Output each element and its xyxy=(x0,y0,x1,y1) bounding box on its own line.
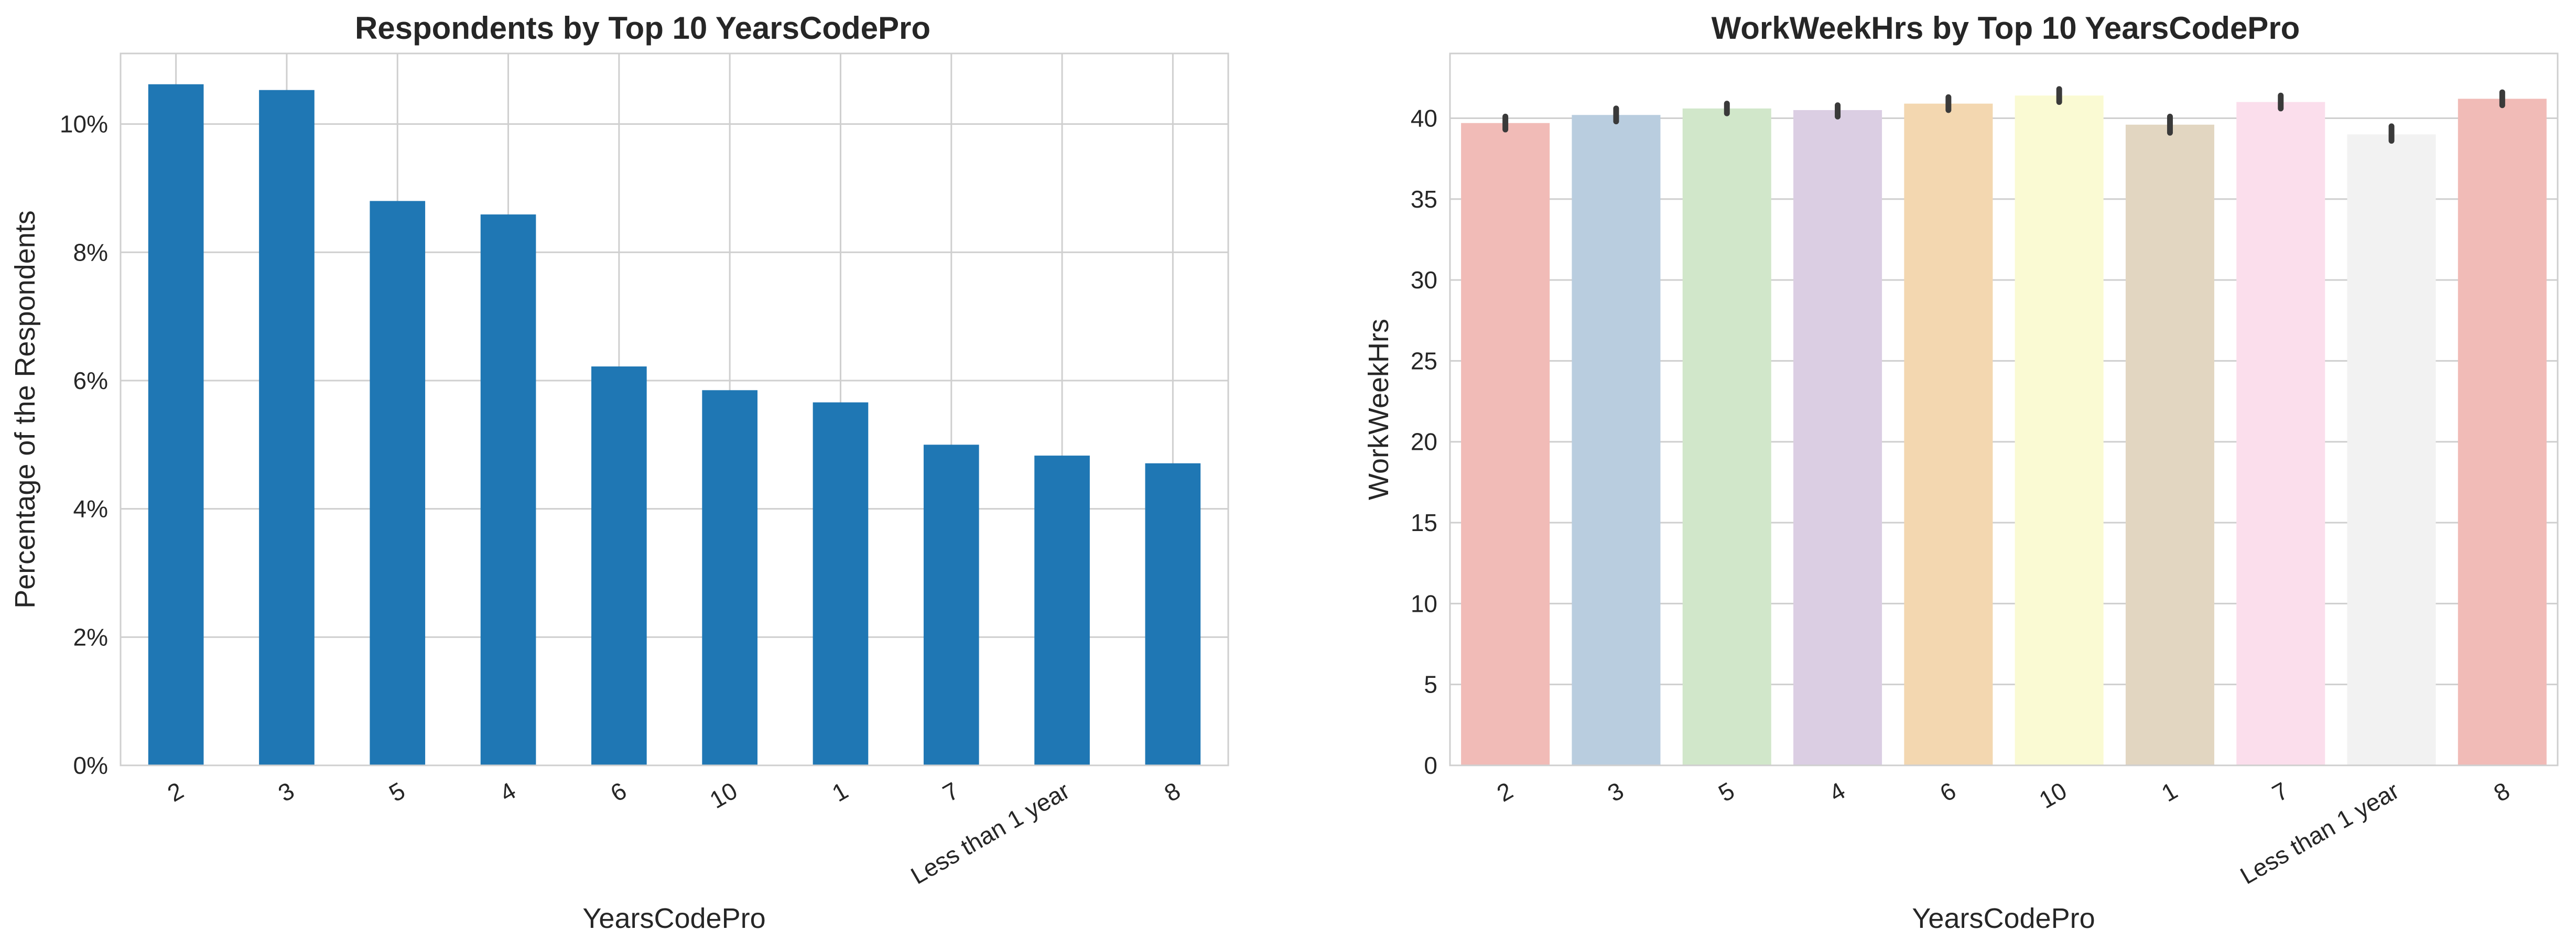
bar xyxy=(259,90,315,766)
bar xyxy=(370,201,426,765)
x-tick-label: 6 xyxy=(1935,777,1961,807)
x-tick-label: 7 xyxy=(2268,777,2293,807)
chart-title: Respondents by Top 10 YearsCodePro xyxy=(355,10,930,46)
bar xyxy=(148,84,204,765)
bar xyxy=(1572,115,1661,765)
plot-frame xyxy=(120,52,1229,766)
y-tick-label: 4% xyxy=(73,495,108,523)
plot-frame xyxy=(1449,52,2559,766)
y-tick-label: 5 xyxy=(1424,671,1437,698)
x-tick-label: 5 xyxy=(384,777,409,807)
y-tick-label: 10 xyxy=(1411,590,1437,617)
error-bars xyxy=(1502,86,2505,144)
x-tick-label: 3 xyxy=(1603,777,1628,807)
bar xyxy=(2015,95,2104,765)
y-tick-label: 10% xyxy=(60,111,108,138)
bar xyxy=(923,445,979,765)
x-tick-label: 5 xyxy=(1714,777,1739,807)
x-tick-label: 3 xyxy=(274,777,299,807)
bar xyxy=(813,402,869,765)
x-tick-label: 6 xyxy=(606,777,631,807)
chart-respondents-percentage: Respondents by Top 10 YearsCodePro 0% 2% 4… xyxy=(9,10,1229,934)
bar xyxy=(1461,123,1550,766)
bars xyxy=(1461,95,2547,766)
x-axis-label: YearsCodePro xyxy=(1912,903,2095,934)
y-tick-label: 0% xyxy=(73,752,108,779)
x-tick-label: 1 xyxy=(827,777,852,807)
y-axis-label: Percentage of the Respondents xyxy=(9,210,41,609)
bar xyxy=(1904,103,1993,766)
x-tick-label: Less than 1 year xyxy=(906,777,1075,890)
x-tick-label: 10 xyxy=(2034,777,2071,814)
y-tick-labels: 0% 2% 4% 6% 8% 10% xyxy=(60,111,108,779)
bars xyxy=(148,84,1201,766)
y-tick-label: 15 xyxy=(1411,509,1437,536)
y-tick-label: 35 xyxy=(1411,186,1437,213)
y-tick-labels: 0 5 10 15 20 25 30 35 40 xyxy=(1411,104,1437,779)
y-tick-label: 8% xyxy=(73,239,108,266)
x-tick-label: 8 xyxy=(2489,777,2514,807)
bar xyxy=(1145,463,1201,765)
chart-title: WorkWeekHrs by Top 10 YearsCodePro xyxy=(1712,10,2300,46)
y-tick-label: 30 xyxy=(1411,266,1437,294)
x-axis-label: YearsCodePro xyxy=(582,903,765,934)
bar xyxy=(1682,108,1771,765)
chart-workweekhrs: WorkWeekHrs by Top 10 YearsCodePro 0 5 10 1… xyxy=(1363,10,2559,934)
y-tick-label: 2% xyxy=(73,623,108,651)
y-tick-label: 40 xyxy=(1411,104,1437,132)
bar xyxy=(2236,102,2325,765)
x-tick-label: 7 xyxy=(938,777,964,807)
x-tick-label: 2 xyxy=(163,777,188,807)
x-tick-label: 2 xyxy=(1492,777,1517,807)
x-tick-label: 4 xyxy=(1824,777,1849,807)
y-tick-label: 0 xyxy=(1424,752,1437,779)
x-tick-label: 4 xyxy=(495,777,520,807)
bar xyxy=(2458,99,2547,765)
bar xyxy=(591,366,647,765)
x-tick-label: Less than 1 year xyxy=(2236,777,2404,890)
y-tick-label: 25 xyxy=(1411,347,1437,374)
y-axis-label: WorkWeekHrs xyxy=(1363,319,1394,500)
bar xyxy=(2125,124,2214,765)
y-tick-label: 6% xyxy=(73,367,108,394)
x-tick-label: 10 xyxy=(705,777,742,814)
x-tick-label: 1 xyxy=(2157,777,2182,807)
y-tick-label: 20 xyxy=(1411,428,1437,456)
bar xyxy=(480,214,536,765)
bar xyxy=(1034,456,1090,765)
x-tick-label: 8 xyxy=(1160,777,1185,807)
bar xyxy=(702,390,757,765)
bar xyxy=(2347,134,2436,766)
bar xyxy=(1793,110,1882,766)
